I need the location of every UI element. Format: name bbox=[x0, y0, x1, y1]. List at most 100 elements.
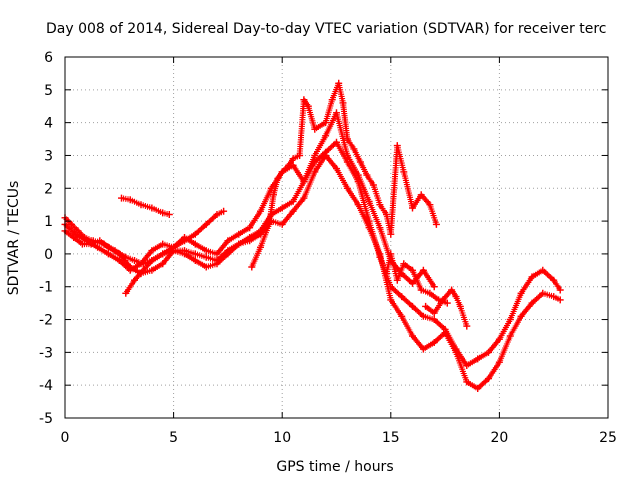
data-point bbox=[369, 181, 377, 189]
data-point bbox=[202, 253, 210, 261]
series-track-d bbox=[118, 194, 173, 218]
data-point bbox=[202, 247, 210, 255]
data-point bbox=[506, 332, 514, 340]
data-point bbox=[148, 247, 156, 255]
data-point bbox=[463, 378, 471, 386]
data-point bbox=[289, 155, 297, 163]
data-point bbox=[118, 194, 125, 202]
x-tick-label: 20 bbox=[490, 430, 508, 446]
data-point bbox=[191, 257, 199, 264]
data-point bbox=[311, 125, 319, 133]
data-point bbox=[539, 266, 547, 274]
data-point bbox=[506, 316, 514, 323]
data-point bbox=[274, 174, 282, 182]
data-point bbox=[72, 230, 80, 238]
data-point bbox=[278, 204, 286, 212]
x-tick-label: 0 bbox=[61, 430, 70, 446]
data-point bbox=[246, 237, 254, 245]
data-point bbox=[311, 168, 319, 176]
data-point bbox=[339, 99, 347, 107]
data-point bbox=[270, 191, 277, 199]
data-point bbox=[556, 286, 564, 294]
data-point bbox=[235, 230, 243, 238]
y-axis-label: SDTVAR / TECUs bbox=[6, 181, 22, 296]
data-point bbox=[430, 316, 438, 323]
data-point bbox=[265, 220, 273, 228]
data-point bbox=[257, 230, 264, 238]
data-point bbox=[115, 250, 123, 258]
data-point bbox=[409, 279, 416, 287]
y-tick-label: -1 bbox=[39, 280, 53, 296]
data-point bbox=[463, 362, 471, 369]
data-point bbox=[474, 355, 482, 363]
data-point bbox=[517, 289, 525, 297]
series-track-f bbox=[248, 79, 440, 271]
data-point bbox=[278, 220, 286, 228]
data-point bbox=[333, 109, 340, 117]
data-point bbox=[78, 240, 86, 248]
data-point bbox=[165, 211, 173, 218]
data-point bbox=[363, 171, 371, 179]
data-point bbox=[159, 260, 167, 268]
data-point bbox=[443, 299, 451, 307]
y-tick-label: 4 bbox=[44, 116, 53, 132]
data-point bbox=[556, 296, 564, 304]
data-point bbox=[485, 375, 492, 383]
data-point bbox=[137, 260, 145, 268]
data-point bbox=[322, 132, 330, 140]
data-point bbox=[426, 289, 434, 297]
data-point bbox=[202, 220, 210, 228]
data-point bbox=[539, 289, 547, 297]
x-axis-label: GPS time / hours bbox=[276, 459, 393, 475]
data-point bbox=[409, 302, 416, 310]
data-point bbox=[137, 201, 145, 209]
data-point bbox=[356, 158, 364, 166]
data-point bbox=[83, 237, 91, 245]
y-tick-label: 1 bbox=[44, 214, 53, 230]
plot-frame bbox=[64, 56, 609, 419]
data-point bbox=[387, 250, 395, 258]
chart-title: Day 008 of 2014, Sidereal Day-to-day VTE… bbox=[46, 21, 606, 37]
data-point bbox=[439, 296, 447, 304]
data-point bbox=[495, 335, 503, 343]
data-point bbox=[213, 211, 221, 218]
data-point bbox=[296, 152, 304, 159]
data-point bbox=[224, 237, 232, 245]
data-point bbox=[333, 165, 340, 173]
data-point bbox=[148, 266, 156, 274]
data-point bbox=[354, 201, 362, 209]
series-track-h bbox=[422, 286, 471, 330]
data-point bbox=[376, 250, 384, 258]
series-track-e bbox=[122, 207, 228, 297]
data-point bbox=[343, 152, 351, 159]
data-point bbox=[126, 196, 134, 204]
data-point bbox=[257, 207, 264, 215]
y-tick-label: 2 bbox=[44, 181, 53, 197]
data-point bbox=[343, 184, 351, 192]
data-point bbox=[213, 260, 221, 268]
data-point bbox=[398, 312, 406, 320]
data-point bbox=[104, 250, 112, 258]
data-point bbox=[96, 237, 104, 245]
data-point bbox=[474, 385, 482, 392]
y-tick-label: -4 bbox=[39, 378, 53, 394]
data-point bbox=[419, 312, 427, 320]
data-point bbox=[365, 197, 373, 205]
data-point bbox=[430, 309, 438, 317]
data-point bbox=[322, 152, 330, 159]
data-point bbox=[159, 240, 167, 248]
data-point bbox=[224, 250, 232, 258]
data-point bbox=[248, 263, 256, 271]
data-point bbox=[387, 296, 395, 304]
data-point bbox=[495, 358, 503, 366]
data-point bbox=[122, 289, 130, 297]
data-point bbox=[409, 204, 416, 212]
y-tick-label: 0 bbox=[44, 247, 53, 263]
data-point bbox=[300, 194, 308, 202]
data-point bbox=[365, 224, 373, 232]
data-point bbox=[350, 145, 358, 153]
data-point bbox=[335, 79, 343, 87]
data-point bbox=[257, 243, 264, 251]
data-point bbox=[181, 250, 188, 258]
